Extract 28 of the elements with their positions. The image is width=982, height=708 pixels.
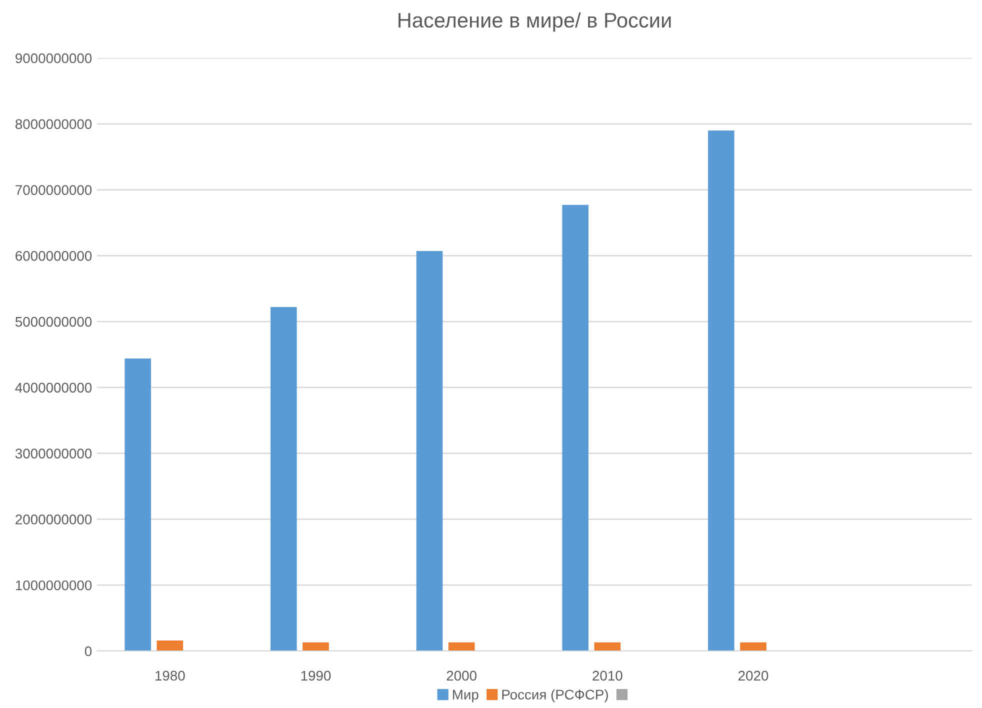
y-tick-label: 4000000000: [15, 382, 92, 393]
y-tick-label: 2000000000: [16, 514, 92, 524]
y-tick-label: 5000000000: [15, 316, 92, 327]
bar: [594, 642, 621, 651]
bar: [302, 642, 329, 651]
chart-title: Население в мире/ в России: [398, 12, 671, 32]
bar: [270, 307, 297, 651]
y-tick-label: 3000000000: [15, 448, 92, 459]
bar: [156, 640, 184, 651]
bar: [562, 204, 588, 651]
bar: [448, 642, 475, 651]
x-tick-label: 2000: [446, 670, 476, 681]
x-tick-label: 2020: [738, 670, 768, 681]
y-tick-label: 1000000000: [16, 580, 92, 590]
bar: [416, 251, 443, 651]
y-tick-label: 6000000000: [16, 251, 92, 261]
y-tick-label: 0: [84, 646, 92, 656]
y-tick-label: 8000000000: [16, 119, 92, 130]
x-tick-label: 1990: [301, 670, 331, 681]
legend-label: Россия (РСФСР): [502, 689, 608, 702]
bar: [740, 642, 766, 651]
legend-label: Мир: [453, 690, 478, 702]
x-tick-label: 2010: [592, 670, 622, 681]
y-tick-label: 9000000000: [16, 53, 92, 64]
bar: [124, 358, 151, 651]
x-tick-label: 1980: [156, 670, 185, 681]
y-tick-label: 7000000000: [16, 185, 92, 195]
bar: [708, 130, 734, 651]
